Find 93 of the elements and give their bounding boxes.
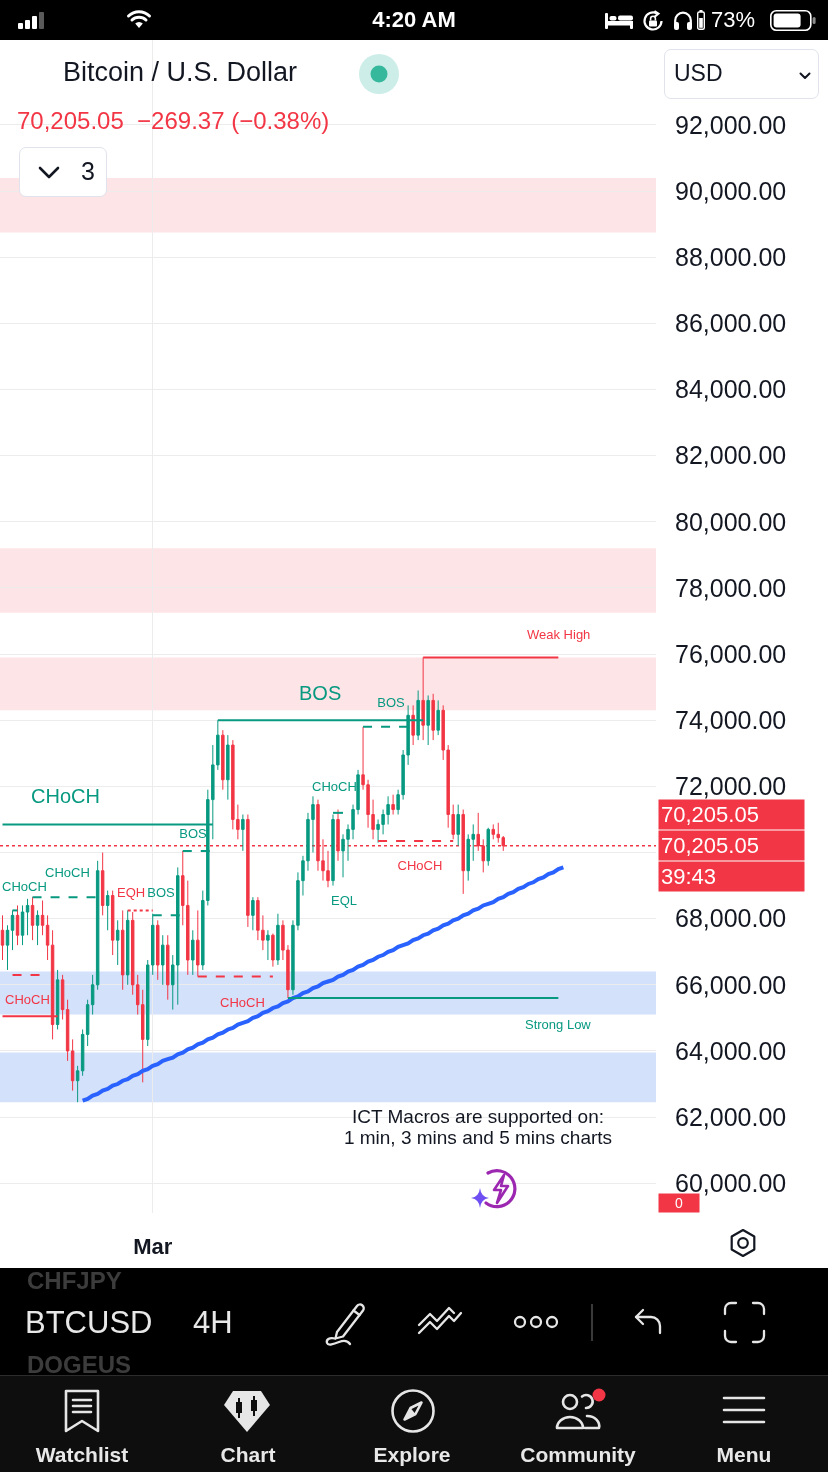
y-tick-label: 80,000.00 [675,507,787,536]
text: DOGEUS [27,1351,132,1379]
candlestick [60,974,65,1021]
text: CHFJPY [27,1267,122,1295]
text: Watchlist [34,1443,130,1468]
text: Community [519,1443,637,1468]
candlestick [45,914,50,961]
candlestick [120,909,125,991]
annotation: 3 [81,157,95,186]
candlestick [65,999,70,1062]
y-tick-label: 62,000.00 [675,1102,787,1131]
candlestick [115,919,120,966]
text: 4:20 AM [371,7,457,33]
y-tick-label: 74,000.00 [675,706,787,734]
candlestick [110,890,115,956]
series-label: BOS [299,682,342,704]
y-tick-label: 86,000.00 [675,309,787,338]
candlestick [426,694,430,746]
candlestick [246,814,250,928]
ref-line-label: 70,205.05 [661,833,759,858]
series-label: CHoCH [31,785,100,807]
y-tick-label: 66,000.00 [675,970,787,999]
candlestick [461,809,465,895]
candlestick [156,919,160,981]
y-tick-label: 84,000.00 [675,375,787,404]
candlestick [266,929,270,961]
y-tick-label: 68,000.00 [675,904,787,933]
annotation: BOS [147,884,175,900]
series-label: CHoCH [220,995,265,1010]
annotation: ICT Macros are supported on: 1 min, 3 mins and 5 mins charts [342,1106,614,1148]
candlestick [20,904,25,946]
candlestick [125,909,130,986]
text: Explore [372,1443,452,1468]
dropdown: USD [664,49,819,99]
candlestick [5,924,10,971]
series-label: CHoCH [5,992,50,1007]
candlestick [411,704,415,746]
candlestick [226,734,230,801]
annotation: EQL [330,892,358,909]
series-label: CHoCH [45,865,90,880]
candlestick [166,934,170,1001]
candlestick [431,693,435,741]
text: 70,205.05 [661,802,759,827]
y-tick-label: 88,000.00 [675,243,787,272]
candlestick [40,899,45,936]
candlestick [486,827,490,867]
candlestick [241,814,245,852]
candlestick [30,896,35,941]
candlestick [271,933,275,968]
y-tick-label: 92,000.00 [675,110,787,139]
y-tick-label: 78,000.00 [675,573,787,602]
series-label: CHoCH [312,779,357,794]
y-tick-label: 76,000.00 [675,639,787,668]
text: 73% [711,7,756,33]
candlestick [336,809,340,862]
candlestick [0,914,5,961]
candlestick [456,804,460,847]
candlestick [276,913,280,966]
text: Chart [219,1443,277,1468]
candlestick [105,890,110,931]
series-label: Strong Low [525,1017,592,1032]
text: 4H [193,1305,233,1341]
y-tick-label: 60,000.00 [675,1168,787,1197]
x-tick-label: Mar [133,1234,173,1259]
annotation: BOS [376,694,406,711]
candlestick [191,929,195,976]
candlestick [161,934,165,986]
candlestick [391,794,395,815]
y-tick-label: 72,000.00 [675,772,787,801]
dropdown: 3 [19,147,107,197]
text: Bitcoin / U.S. Dollar [63,57,298,89]
candlestick [436,699,440,736]
candlestick [251,896,255,931]
y-tick-label: 82,000.00 [675,441,787,470]
candlestick [25,898,30,936]
y-tick-label: 64,000.00 [675,1036,787,1065]
y-tick-label: 90,000.00 [675,176,787,205]
text: 39:43 [661,864,717,889]
candlestick [15,904,20,946]
text: BTCUSD [25,1305,153,1341]
annotation: CHoCH [396,857,444,874]
text: Menu [715,1443,773,1468]
candlestick [10,909,15,951]
series-label: Weak High [527,627,591,642]
candlestick [35,909,40,946]
series-label: EQH [117,885,146,900]
text: 0 [675,1195,683,1211]
candlestick [70,1038,75,1092]
candlestick [100,852,105,916]
annotation: CHoCH [2,879,47,895]
candlestick [221,729,225,791]
annotation: BOS [178,825,208,842]
text: 70,205.05 −269.37 (−0.38%) [17,107,330,135]
